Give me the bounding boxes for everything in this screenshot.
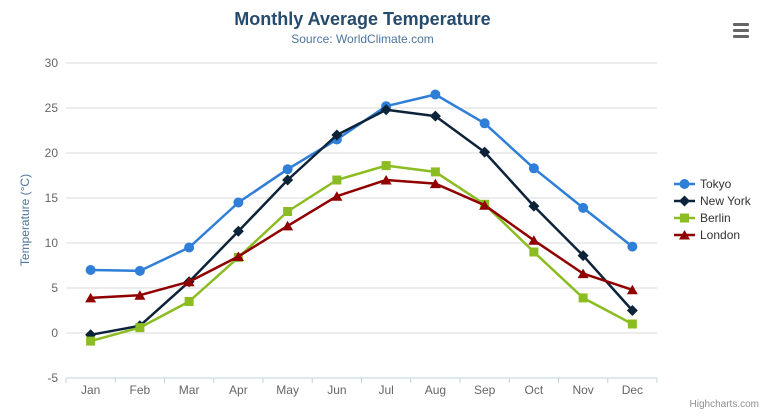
hamburger-icon (733, 29, 749, 32)
data-point[interactable] (331, 191, 343, 201)
triangle-marker-icon (674, 230, 695, 240)
data-point[interactable] (479, 200, 491, 210)
legend-label: New York (700, 194, 751, 208)
x-axis-label: Jun (327, 383, 346, 397)
data-point[interactable] (626, 305, 638, 316)
data-point[interactable] (679, 230, 690, 240)
data-point[interactable] (479, 146, 491, 158)
hamburger-icon (733, 35, 749, 38)
data-point[interactable] (380, 104, 392, 116)
x-axis-label: Feb (130, 383, 151, 397)
data-point[interactable] (528, 235, 540, 245)
series-tokyo (85, 89, 638, 276)
data-point[interactable] (85, 292, 97, 303)
data-point[interactable] (232, 225, 244, 237)
legend-label: Berlin (700, 211, 731, 225)
x-axis-label: Dec (622, 383, 643, 397)
data-point[interactable] (380, 175, 392, 185)
data-point[interactable] (233, 197, 244, 208)
data-point[interactable] (577, 250, 589, 262)
y-axis-tick-label: 20 (45, 146, 59, 160)
data-point[interactable] (184, 242, 195, 253)
hamburger-icon (733, 23, 749, 26)
data-point[interactable] (627, 319, 637, 329)
data-point[interactable] (430, 167, 440, 177)
x-axis-label: May (276, 383, 299, 397)
series-line (89, 108, 634, 337)
chart-subtitle: Source: WorldClimate.com (291, 32, 434, 46)
data-point[interactable] (680, 213, 689, 223)
legend-item-london[interactable]: London (674, 227, 751, 243)
series-line (89, 93, 634, 273)
legend-label: London (700, 228, 741, 242)
diamond-marker-icon (674, 195, 695, 207)
data-point[interactable] (331, 129, 343, 141)
data-point[interactable] (479, 118, 490, 129)
data-point[interactable] (183, 276, 195, 287)
data-point[interactable] (528, 163, 539, 174)
data-point[interactable] (429, 178, 441, 189)
series-line (89, 164, 634, 343)
y-axis-tick-label: 25 (45, 101, 59, 115)
data-point[interactable] (577, 268, 589, 279)
legend-label: Tokyo (700, 177, 732, 191)
data-point[interactable] (578, 202, 589, 213)
data-point[interactable] (135, 323, 145, 333)
x-axis-label: Nov (572, 383, 593, 397)
square-marker-icon (674, 213, 695, 223)
data-point[interactable] (283, 207, 293, 216)
data-point[interactable] (429, 110, 441, 122)
y-axis-tick-label: 15 (45, 191, 59, 205)
legend-item-new-york[interactable]: New York (674, 193, 751, 209)
data-point[interactable] (282, 220, 294, 231)
x-axis-label: Mar (179, 383, 200, 397)
data-point[interactable] (184, 297, 194, 306)
y-axis-tick-label: 30 (45, 56, 59, 70)
data-point[interactable] (381, 161, 391, 171)
chart-title: Monthly Average Temperature (234, 9, 491, 29)
x-axis-label: Aug (425, 383, 446, 397)
data-point[interactable] (430, 89, 441, 100)
y-axis-tick-label: -5 (47, 371, 58, 385)
data-point[interactable] (679, 195, 690, 207)
x-axis-label: Sep (474, 383, 496, 397)
data-point[interactable] (578, 293, 588, 303)
x-axis-label: Oct (525, 383, 544, 397)
y-axis-tick-label: 0 (51, 326, 58, 340)
data-point[interactable] (679, 179, 690, 189)
y-axis-title: Temperature (°C) (18, 173, 32, 267)
data-point[interactable] (134, 265, 145, 276)
data-point[interactable] (528, 200, 540, 212)
x-axis-label: Apr (229, 383, 248, 397)
data-point[interactable] (134, 290, 146, 300)
y-axis-tick-label: 5 (51, 281, 58, 295)
data-point[interactable] (627, 241, 638, 252)
y-axis-tick-label: 10 (45, 236, 59, 250)
circle-marker-icon (674, 179, 695, 189)
data-point[interactable] (529, 247, 539, 257)
series-line (89, 178, 634, 300)
legend: Tokyo New York Berlin London (674, 176, 751, 244)
data-point[interactable] (332, 175, 342, 185)
context-menu-button[interactable] (732, 23, 750, 38)
x-axis-label: Jul (378, 383, 393, 397)
series-new-york (85, 104, 638, 341)
data-point[interactable] (232, 251, 244, 262)
data-point[interactable] (626, 284, 638, 295)
data-point[interactable] (282, 164, 293, 175)
legend-item-tokyo[interactable]: Tokyo (674, 176, 751, 192)
data-point[interactable] (86, 336, 96, 346)
data-point[interactable] (85, 265, 96, 275)
x-axis-label: Jan (81, 383, 100, 397)
credits-link[interactable]: Highcharts.com (689, 399, 759, 410)
series-london (85, 175, 638, 303)
legend-item-berlin[interactable]: Berlin (674, 210, 751, 226)
data-point[interactable] (282, 174, 294, 186)
